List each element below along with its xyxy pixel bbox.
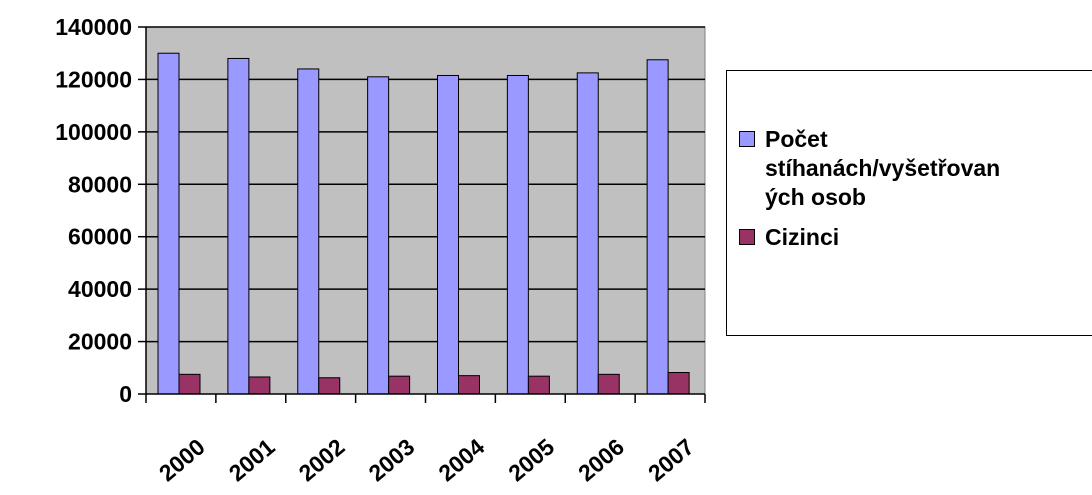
x-tick-label: 2000	[154, 433, 210, 486]
bar-series-2	[248, 376, 271, 395]
y-tick-label: 100000	[55, 119, 132, 145]
y-tick-label: 140000	[55, 14, 132, 40]
y-tick-label: 0	[119, 381, 132, 407]
y-tick-labels: 0 20000 40000 60000 80000 100000 120000 140000	[55, 14, 132, 407]
bar-series-2	[458, 375, 480, 395]
bar-series-1	[367, 76, 390, 395]
legend-swatch-series-2	[739, 229, 755, 245]
x-tick-label: 2005	[503, 433, 559, 486]
legend-label-line: ých osob	[765, 184, 866, 210]
x-tick-label: 2004	[433, 433, 489, 486]
y-tick-label: 80000	[68, 171, 132, 197]
bar-series-1	[506, 74, 529, 395]
x-tick-label: 2001	[224, 433, 280, 486]
x-tick-label: 2007	[643, 433, 699, 486]
legend-label-series-2: Cizinci	[765, 223, 1084, 252]
legend-item-series-1: Počet stíhanách/vyšetřovan ých osob	[739, 125, 1084, 212]
x-tick-label: 2003	[363, 433, 419, 486]
bar-series-2	[527, 375, 550, 395]
x-tick-label: 2002	[294, 433, 350, 486]
legend-label-line: Cizinci	[765, 224, 840, 250]
legend-swatch-series-1	[739, 131, 755, 147]
legend-label-line: Počet	[765, 126, 828, 152]
bar-series-1	[157, 52, 180, 395]
bar-series-2	[178, 373, 201, 395]
bar-series-2	[597, 373, 620, 395]
axes	[138, 26, 706, 403]
legend-label-series-1: Počet stíhanách/vyšetřovan ých osob	[765, 125, 1084, 212]
x-tick-labels: 2000 2001 2002 2003 2004 2005 2006 2007	[154, 433, 699, 486]
bar-series-1	[646, 59, 669, 395]
bars	[157, 52, 690, 395]
legend-label-line: stíhanách/vyšetřovan	[765, 155, 1001, 181]
bar-series-2	[318, 377, 341, 395]
y-tick-label: 40000	[68, 276, 132, 302]
legend: Počet stíhanách/vyšetřovan ých osob Cizi…	[726, 70, 1092, 336]
legend-item-series-2: Cizinci	[739, 223, 1084, 252]
bar-series-1	[437, 74, 459, 395]
y-tick-label: 60000	[68, 224, 132, 250]
bar-series-1	[227, 57, 250, 395]
bar-series-2	[388, 375, 411, 395]
y-tick-label: 20000	[68, 329, 132, 355]
y-tick-label: 120000	[55, 66, 132, 92]
bar-series-1	[297, 68, 320, 395]
x-tick-label: 2006	[573, 433, 629, 486]
bar-series-2	[667, 372, 690, 395]
bar-series-1	[576, 72, 599, 395]
